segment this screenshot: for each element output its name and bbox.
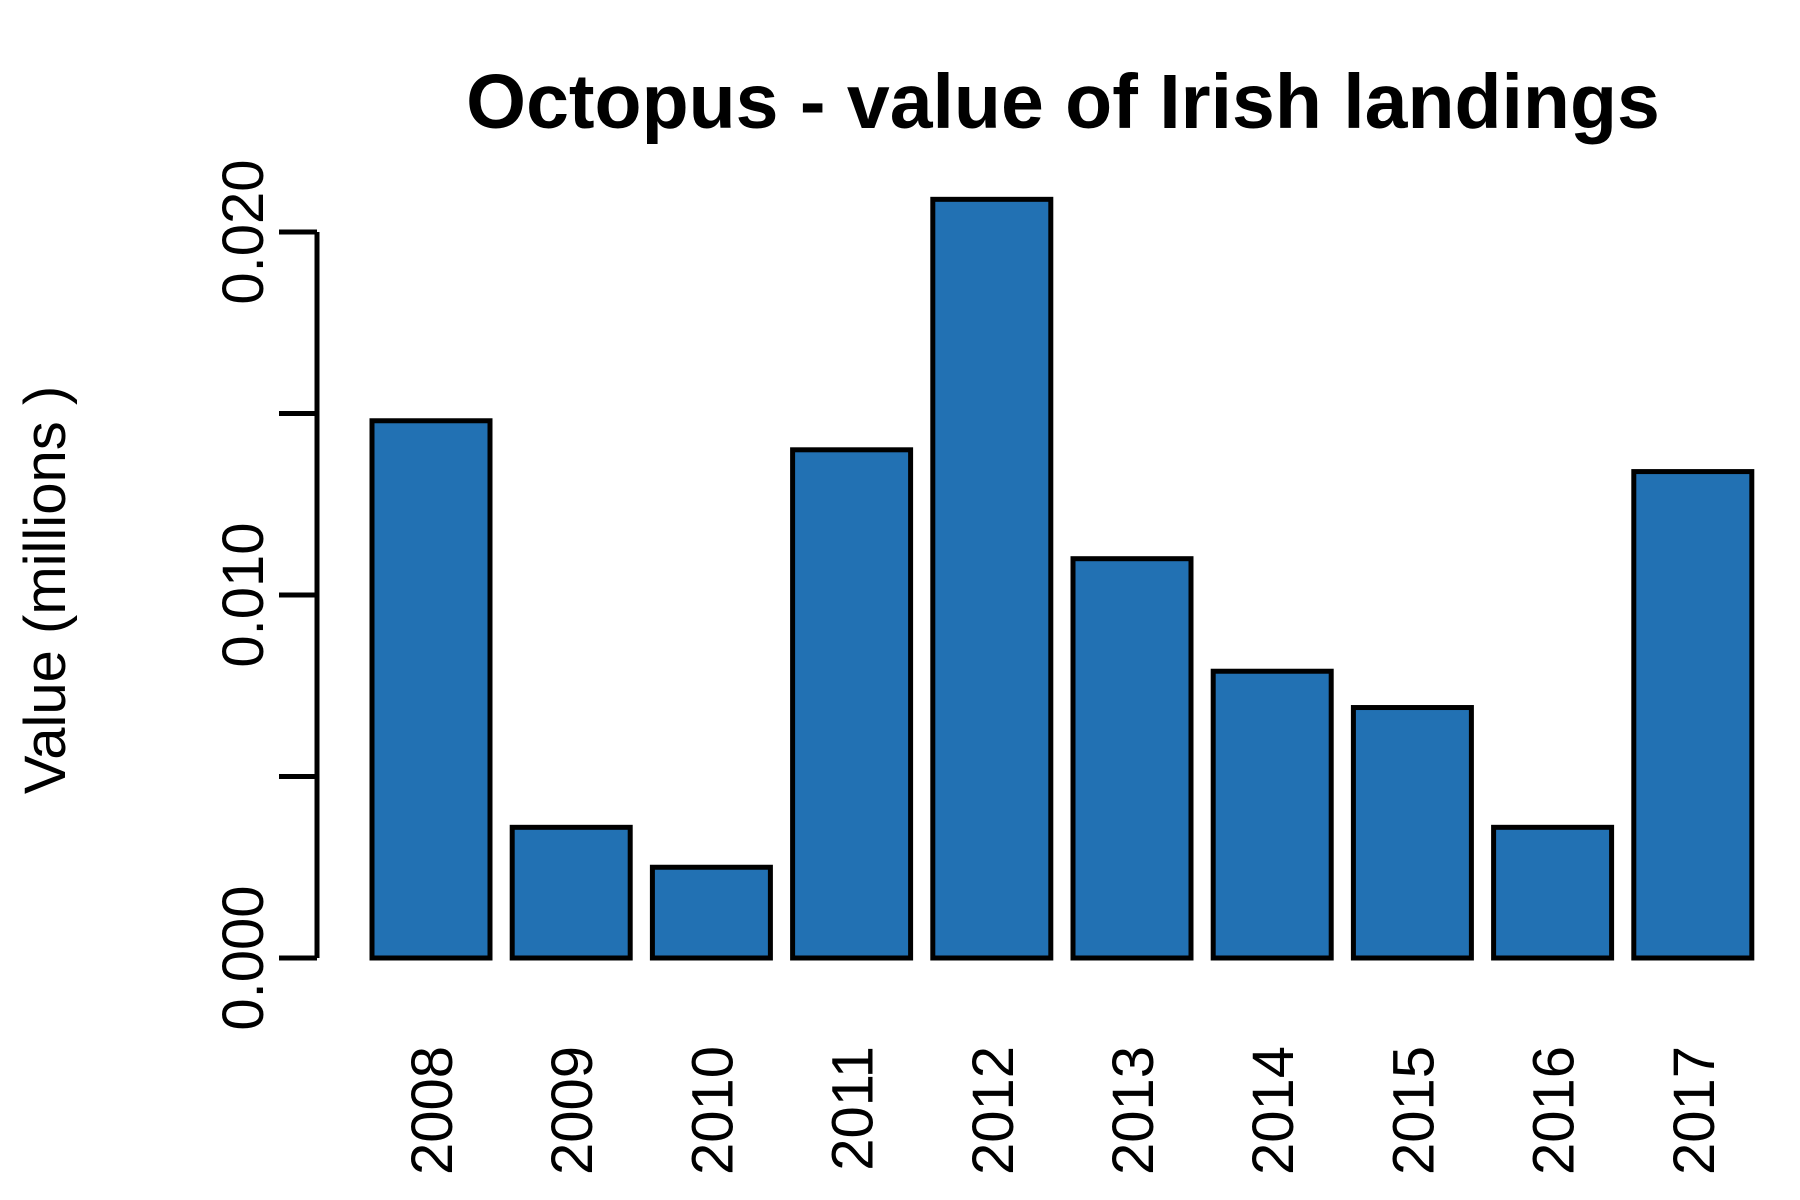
y-axis: 0.000 0.010 0.020 [211, 159, 320, 1031]
y-tick-label: 0.020 [211, 159, 276, 304]
x-tick-label: 2011 [821, 1046, 886, 1171]
bar-series [369, 196, 1755, 961]
bar-2015 [1350, 705, 1474, 961]
y-tick-label: 0.010 [211, 522, 276, 667]
bar-2010 [649, 864, 773, 961]
chart-title: Octopus - value of Irish landings [466, 59, 1660, 145]
bar-2009 [509, 824, 633, 961]
x-tick-label: 2009 [540, 1046, 605, 1175]
x-tick-label: 2015 [1381, 1046, 1446, 1175]
x-tick-label: 2017 [1662, 1046, 1727, 1175]
bar-2017 [1631, 469, 1755, 961]
bar-2008 [369, 418, 493, 961]
x-tick-label: 2008 [400, 1046, 465, 1175]
bar-2014 [1210, 668, 1334, 961]
x-tick-label: 2010 [680, 1046, 745, 1175]
x-tick-label: 2014 [1241, 1046, 1306, 1175]
x-tick-label: 2012 [961, 1046, 1026, 1175]
y-axis-label: Value (millions ) [13, 386, 78, 794]
bar-2011 [790, 447, 914, 961]
x-axis: 2008 2009 2010 2011 2012 2013 2014 2015 2016 2017 [400, 1046, 1727, 1175]
x-tick-label: 2013 [1101, 1046, 1166, 1175]
x-tick-label: 2016 [1522, 1046, 1587, 1175]
y-tick-label: 0.000 [211, 885, 276, 1030]
bar-2016 [1491, 824, 1615, 961]
bar-2012 [930, 196, 1054, 961]
bar-2013 [1070, 556, 1194, 961]
